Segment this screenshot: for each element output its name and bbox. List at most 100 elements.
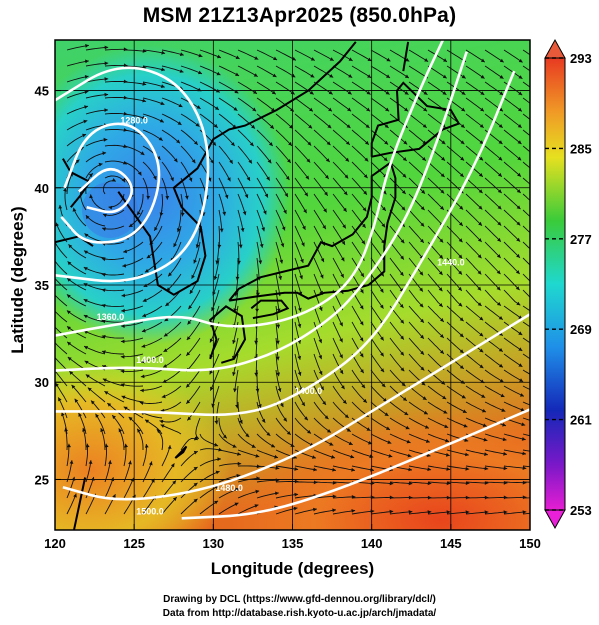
streamline: [389, 273, 404, 293]
streamline-arrow: [85, 44, 89, 48]
streamline-arrow: [522, 451, 526, 456]
streamline: [187, 305, 201, 325]
streamline-arrow: [421, 381, 426, 386]
streamline: [389, 257, 404, 277]
streamline-arrow: [366, 90, 371, 95]
streamline: [218, 502, 239, 515]
streamline: [218, 474, 241, 483]
streamline-arrow: [66, 310, 71, 315]
streamline: [104, 477, 114, 499]
y-axis-ticks: 25 30 35 40 45: [35, 84, 61, 487]
streamline-arrow: [101, 319, 106, 324]
streamline-arrow: [67, 357, 72, 361]
streamline: [446, 257, 463, 275]
streamline: [446, 289, 463, 307]
streamline-arrow: [465, 510, 470, 515]
streamline-arrow: [516, 189, 521, 193]
streamline: [351, 337, 364, 358]
streamline-arrow: [294, 492, 299, 497]
streamline-arrow: [478, 173, 483, 177]
streamline-arrow: [440, 173, 445, 177]
streamline-arrow: [326, 141, 331, 146]
streamline: [503, 209, 521, 226]
streamline-arrow: [503, 510, 508, 515]
streamline-arrow: [277, 388, 282, 392]
streamline: [255, 337, 258, 361]
streamline: [427, 417, 449, 429]
streamline-arrow: [67, 443, 71, 448]
streamline: [256, 273, 259, 297]
streamline-arrow: [83, 299, 88, 303]
streamline: [446, 481, 470, 484]
streamline: [313, 257, 324, 279]
streamline: [160, 401, 182, 412]
streamline: [211, 289, 220, 312]
streamline-arrow: [123, 249, 128, 254]
streamline-arrow: [230, 142, 235, 146]
streamline: [85, 139, 108, 147]
streamline: [408, 305, 425, 323]
streamline: [427, 321, 445, 339]
streamline: [123, 241, 144, 253]
streamline-arrow: [537, 124, 541, 128]
streamline: [313, 209, 327, 230]
streamline-arrow: [518, 58, 523, 63]
streamline-arrow: [329, 442, 334, 446]
streamline-arrow: [459, 222, 463, 226]
streamline: [389, 353, 405, 372]
streamline-arrow: [141, 115, 146, 120]
streamline-arrow: [301, 242, 305, 247]
streamline-arrow: [98, 162, 103, 167]
streamline: [389, 65, 410, 79]
streamline: [313, 289, 323, 312]
streamline-arrow: [422, 396, 427, 400]
streamline-arrow: [424, 425, 429, 429]
streamline-arrow: [210, 386, 214, 391]
streamline-arrow: [459, 349, 464, 353]
streamline: [465, 369, 485, 384]
streamline-arrow: [195, 244, 200, 249]
chart-title: MSM 21Z13Apr2025 (850.0hPa): [142, 4, 457, 27]
streamline: [503, 129, 522, 145]
streamline-arrow: [215, 106, 219, 110]
streamline: [85, 443, 88, 467]
streamline-arrow: [69, 371, 74, 375]
streamline-arrow: [540, 422, 544, 426]
streamline: [161, 129, 181, 144]
streamline: [427, 353, 445, 370]
streamline: [161, 97, 183, 108]
streamline: [275, 193, 287, 215]
streamline: [141, 337, 163, 348]
streamline: [313, 113, 332, 129]
streamline-arrow: [236, 473, 241, 478]
streamline: [408, 369, 426, 386]
streamline-arrow: [313, 467, 317, 472]
streamline-arrow: [501, 408, 506, 412]
streamline: [446, 81, 466, 96]
streamline-arrow: [404, 91, 409, 95]
streamline-arrow: [280, 403, 284, 408]
streamline: [351, 145, 369, 162]
streamline-arrow: [310, 57, 315, 61]
streamline: [446, 161, 465, 178]
streamline-arrow: [446, 467, 451, 471]
streamline: [522, 257, 530, 266]
height-contour: [77, 168, 134, 214]
streamline-arrow: [271, 90, 276, 95]
streamline-arrow: [142, 98, 147, 103]
streamline: [465, 129, 484, 145]
streamline-arrow: [84, 250, 88, 255]
streamline: [149, 225, 163, 245]
streamline-arrow: [536, 302, 540, 306]
streamline: [313, 241, 325, 263]
streamline: [503, 449, 527, 455]
streamline-arrow: [83, 315, 88, 319]
streamline-arrow: [440, 206, 444, 210]
streamline: [66, 120, 88, 131]
streamline-arrow: [121, 293, 126, 298]
streamline-arrow: [198, 53, 203, 58]
streamline-arrow: [348, 74, 353, 78]
streamline-arrow: [84, 346, 89, 350]
streamline-arrow: [149, 461, 153, 466]
streamline-arrow: [498, 332, 503, 336]
